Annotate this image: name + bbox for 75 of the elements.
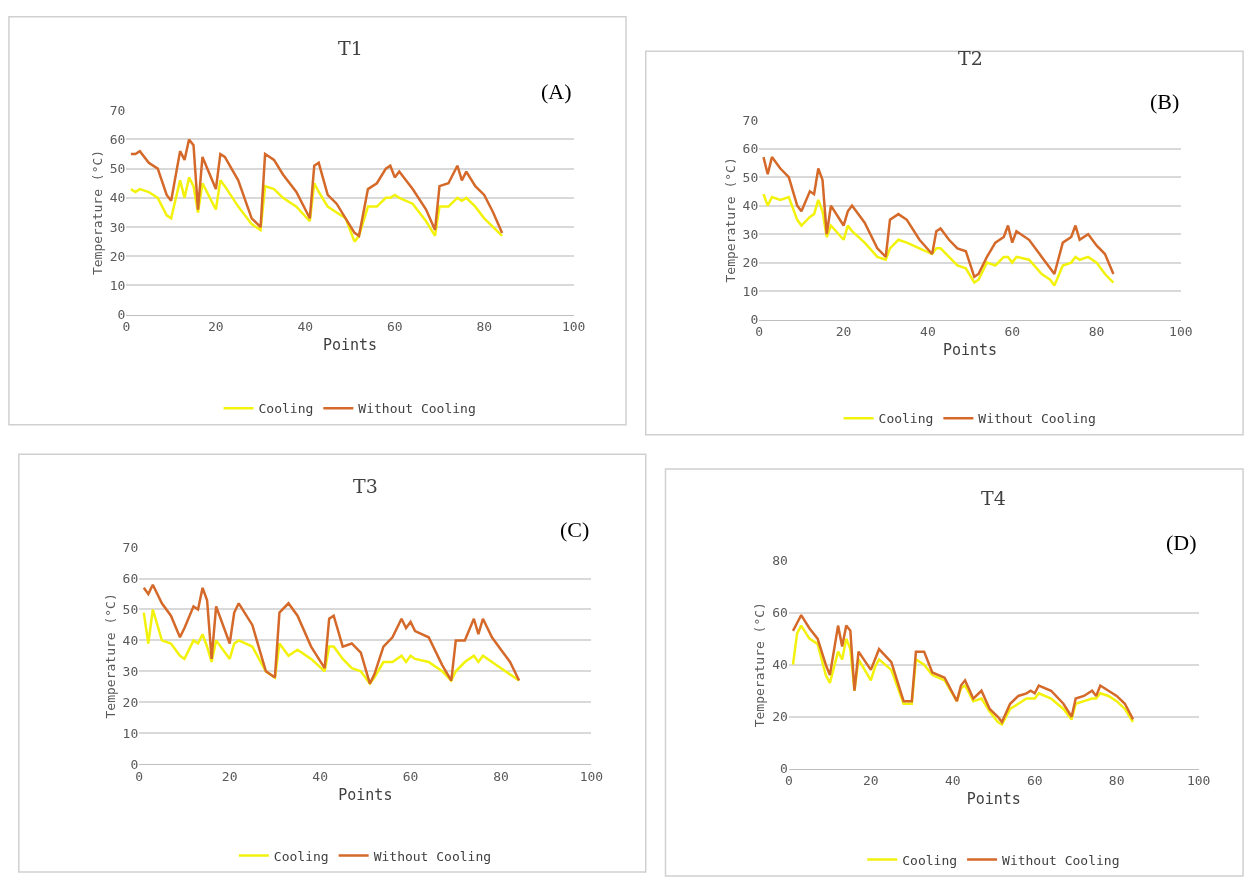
x-tick-label: 80 [1088,324,1105,340]
text: (D) [1166,530,1197,555]
y-tick-label: 50 [109,161,126,177]
x-tick-label: 20 [835,324,852,340]
y-axis-title: Temperature (°C) [102,593,118,719]
x-tick-label: 60 [402,768,419,784]
x-axis-title: Points [966,790,1021,809]
line-series [762,155,1115,279]
y-tick-label: 50 [742,169,759,185]
y-tick-label: 70 [122,540,139,556]
x-axis-title: Points [338,785,393,804]
chart-title: T4 [981,487,1006,509]
x-tick-label: 100 [579,768,604,784]
text: (C) [560,517,590,542]
y-tick-label: 10 [109,278,126,294]
x-tick-label: 40 [312,768,328,784]
legend-label: Without Cooling [358,401,476,417]
legend-label: Without Cooling [373,848,492,864]
legend-label: Cooling [273,848,329,864]
line-series [129,138,504,238]
legend-label: Without Cooling [1002,852,1120,868]
x-tick-label: 80 [1108,773,1125,789]
legend-label: Cooling [878,411,934,427]
x-tick-label: 20 [208,319,224,335]
y-tick-label: 30 [742,226,759,242]
y-tick-label: 10 [122,725,139,741]
x-tick-label: 40 [297,319,314,335]
x-tick-label: 20 [221,768,238,784]
y-tick-label: 40 [742,198,759,214]
y-tick-label: 80 [772,553,788,569]
y-tick-label: 70 [742,112,759,128]
y-tick-label: 40 [772,657,788,673]
y-tick-label: 50 [122,602,139,618]
y-tick-label: 70 [109,102,126,118]
legend-label: Cooling [902,852,958,868]
y-tick-label: 20 [109,248,126,264]
chart-title: T1 [338,37,363,59]
x-axis-title: Points [322,336,378,355]
x-tick-label: 60 [386,319,403,335]
line-series [762,192,1115,287]
y-axis-title: Temperature (°C) [89,149,105,276]
x-tick-label: 20 [863,773,879,789]
x-tick-label: 80 [476,319,493,335]
x-tick-label: 100 [1169,324,1193,340]
y-tick-label: 60 [122,571,139,587]
x-tick-label: 40 [944,773,961,789]
legend-label: Without Cooling [978,411,1096,427]
x-tick-label: 60 [1004,324,1021,340]
x-axis-title: Points [942,341,998,360]
x-tick-label: 100 [561,319,586,335]
y-tick-label: 40 [109,190,126,206]
y-tick-label: 40 [122,632,139,648]
y-tick-label: 20 [122,694,139,710]
line-series [142,583,521,685]
chart-title: T2 [958,47,983,69]
y-tick-label: 0 [117,307,126,323]
legend-label: Cooling [258,401,314,417]
y-tick-label: 60 [742,141,759,157]
y-tick-label: 20 [772,709,788,725]
y-tick-label: 10 [742,283,759,299]
y-axis-title: Temperature (°C) [752,602,768,728]
x-tick-label: 80 [493,768,509,784]
x-tick-label: 100 [1186,773,1211,789]
y-tick-label: 60 [109,131,126,147]
y-tick-label: 20 [742,255,759,271]
x-tick-label: 60 [1026,773,1043,789]
text: (B) [1150,89,1180,114]
y-tick-label: 30 [122,663,139,679]
text: (A) [541,79,572,104]
y-tick-label: 30 [109,219,126,235]
y-axis-title: Temperature (°C) [722,157,738,283]
chart-title: T3 [353,475,378,497]
y-tick-label: 60 [772,605,788,621]
x-tick-label: 40 [920,324,936,340]
y-tick-label: 0 [130,756,139,772]
